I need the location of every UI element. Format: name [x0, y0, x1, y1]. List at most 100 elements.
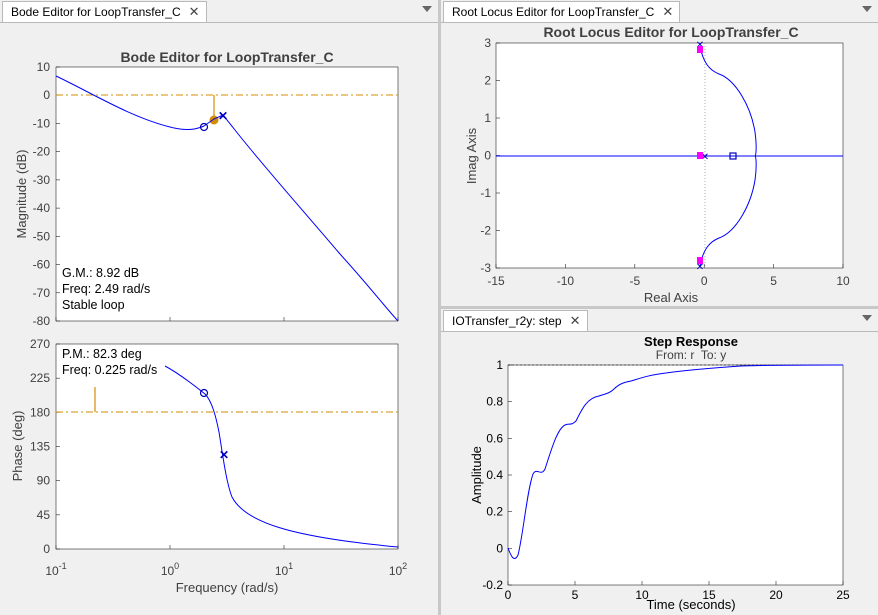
phase-ytick-label: 0	[43, 542, 50, 556]
step-ytick-label: 0.6	[486, 431, 503, 445]
step-ytick-label: 0.2	[486, 505, 503, 519]
root-locus-panel: Root Locus Editor for LoopTransfer_C ✕ Ro…	[441, 0, 878, 306]
step-response-panel: IOTransfer_r2y: step ✕ Step Response From…	[441, 309, 878, 615]
phase-ytick-label: 225	[30, 371, 50, 385]
rlocus-ytick-label: -2	[480, 224, 491, 238]
rlocus-ytick-label: 0	[484, 149, 491, 163]
magnitude-ytick-label: -10	[33, 116, 51, 130]
panel-menu-icon[interactable]	[860, 1, 874, 15]
open-loop-pole-bottom[interactable]: ✕	[696, 262, 704, 273]
step-axes[interactable]	[507, 364, 844, 586]
magnitude-ytick-label: -50	[33, 229, 51, 243]
closed-loop-pole-bottom[interactable]	[697, 257, 703, 264]
frequency-xticks: 10-1 100 101 102	[45, 317, 407, 578]
phase-ytick-label: 135	[30, 440, 50, 454]
rlocus-xticks: -15 -10 -5 0 5 10	[487, 264, 850, 288]
step-xticks: 0 5 10 15 20 25	[505, 581, 850, 602]
loop-status: Stable loop	[62, 298, 125, 312]
panel-menu-icon[interactable]	[860, 310, 874, 324]
rlocus-xtick-label: 10	[836, 274, 850, 288]
step-xtick-label: 20	[769, 588, 783, 602]
close-icon[interactable]: ✕	[662, 4, 674, 19]
locus-branch-lower	[699, 155, 757, 267]
rlocus-xlabel: Real Axis	[644, 290, 699, 305]
step-xtick-label: 0	[505, 588, 512, 602]
tab-step-response[interactable]: IOTransfer_r2y: step ✕	[443, 310, 588, 331]
pm-value: P.M.: 82.3 deg	[62, 347, 142, 361]
rlocus-ytick-label: 3	[484, 36, 491, 50]
magnitude-curve	[55, 75, 399, 322]
phase-yticks: 270 225 180 135 90 45 0	[30, 337, 60, 556]
bode-plot: Bode Editor for LoopTransfer_C 100-10-20…	[10, 49, 407, 595]
step-xtick-label: 25	[836, 588, 850, 602]
pole-marker-phase[interactable]: ✕	[219, 448, 229, 462]
step-ytick-label: -0.2	[482, 578, 503, 592]
frequency-xtick-label: 101	[275, 561, 293, 578]
step-tabbar: IOTransfer_r2y: step ✕	[441, 309, 878, 332]
root-locus-plot: Root Locus Editor for LoopTransfer_C 3 2 1…	[464, 24, 850, 305]
step-xlabel: Time (seconds)	[646, 597, 735, 612]
phase-curve	[164, 365, 399, 548]
closed-loop-pole-origin[interactable]	[697, 152, 703, 159]
phase-ytick-label: 45	[37, 508, 51, 522]
step-yticks: 1 0.8 0.6 0.4 0.2 0 -0.2	[482, 358, 512, 592]
step-curve	[507, 364, 844, 559]
gm-freq: Freq: 2.49 rad/s	[62, 282, 150, 296]
magnitude-ytick-label: -70	[33, 286, 51, 300]
rlocus-xtick-label: -10	[557, 274, 575, 288]
zero-marker-phase[interactable]	[199, 388, 209, 398]
phase-ytick-label: 270	[30, 337, 50, 351]
tab-root-locus-editor[interactable]: Root Locus Editor for LoopTransfer_C ✕	[443, 1, 681, 22]
close-icon[interactable]: ✕	[188, 4, 200, 19]
step-response-plot: Step Response From: r To: y 1 0.8 0.6 0.4 0.…	[469, 334, 850, 612]
closed-loop-pole-top[interactable]	[697, 46, 703, 53]
tab-bode-editor[interactable]: Bode Editor for LoopTransfer_C ✕	[2, 1, 207, 22]
frequency-xtick-label: 102	[389, 561, 407, 578]
close-icon[interactable]: ✕	[569, 313, 581, 328]
magnitude-ytick-label: 10	[37, 60, 51, 74]
step-subtitle: From: r To: y	[656, 348, 726, 362]
bode-title: Bode Editor for LoopTransfer_C	[120, 49, 333, 65]
magnitude-ytick-label: -40	[33, 201, 51, 215]
rlocus-tabbar: Root Locus Editor for LoopTransfer_C ✕	[441, 0, 878, 23]
open-loop-pole-origin[interactable]: ✕	[701, 152, 709, 163]
rlocus-ytick-label: 1	[484, 111, 491, 125]
tab-label: Root Locus Editor for LoopTransfer_C	[452, 5, 655, 19]
magnitude-ytick-label: -80	[33, 314, 51, 328]
tab-label: IOTransfer_r2y: step	[452, 314, 562, 328]
magnitude-ylabel: Magnitude (dB)	[14, 150, 29, 239]
horizontal-splitter[interactable]	[441, 306, 878, 309]
magnitude-axes[interactable]	[55, 66, 399, 322]
step-ylabel: Amplitude	[469, 446, 484, 504]
phase-ytick-label: 180	[30, 405, 50, 419]
zero-marker[interactable]	[729, 152, 737, 160]
frequency-xtick-label: 100	[161, 561, 179, 578]
step-title: Step Response	[644, 334, 738, 349]
zero-marker-mag[interactable]	[199, 122, 209, 132]
step-ytick-label: 0	[496, 541, 503, 555]
rlocus-xtick-label: -5	[629, 274, 640, 288]
bode-tabbar: Bode Editor for LoopTransfer_C ✕	[0, 0, 438, 23]
phase-ylabel: Phase (deg)	[10, 411, 25, 482]
step-xtick-label: 15	[702, 588, 716, 602]
rlocus-xtick-label: 0	[701, 274, 708, 288]
panel-menu-icon[interactable]	[420, 1, 434, 15]
step-xtick-label: 5	[572, 588, 579, 602]
vertical-splitter[interactable]	[438, 0, 441, 615]
rlocus-title: Root Locus Editor for LoopTransfer_C	[543, 24, 798, 40]
rlocus-ytick-label: -1	[480, 186, 491, 200]
rlocus-ylabel: Imag Axis	[464, 127, 479, 184]
open-loop-pole-top[interactable]: ✕	[696, 40, 704, 51]
locus-branch-upper	[699, 45, 757, 157]
frequency-xtick-label: 10-1	[45, 561, 66, 578]
step-xtick-label: 10	[635, 588, 649, 602]
pole-marker-mag[interactable]: ✕	[218, 109, 228, 123]
rlocus-ytick-label: 2	[484, 74, 491, 88]
rlocus-xtick-label: 5	[770, 274, 777, 288]
magnitude-ytick-label: -20	[33, 145, 51, 159]
gm-value: G.M.: 8.92 dB	[62, 266, 139, 280]
pm-freq: Freq: 0.225 rad/s	[62, 363, 157, 377]
magnitude-ytick-label: 0	[43, 88, 50, 102]
step-ytick-label: 1	[496, 358, 503, 372]
step-ytick-label: 0.8	[486, 395, 503, 409]
